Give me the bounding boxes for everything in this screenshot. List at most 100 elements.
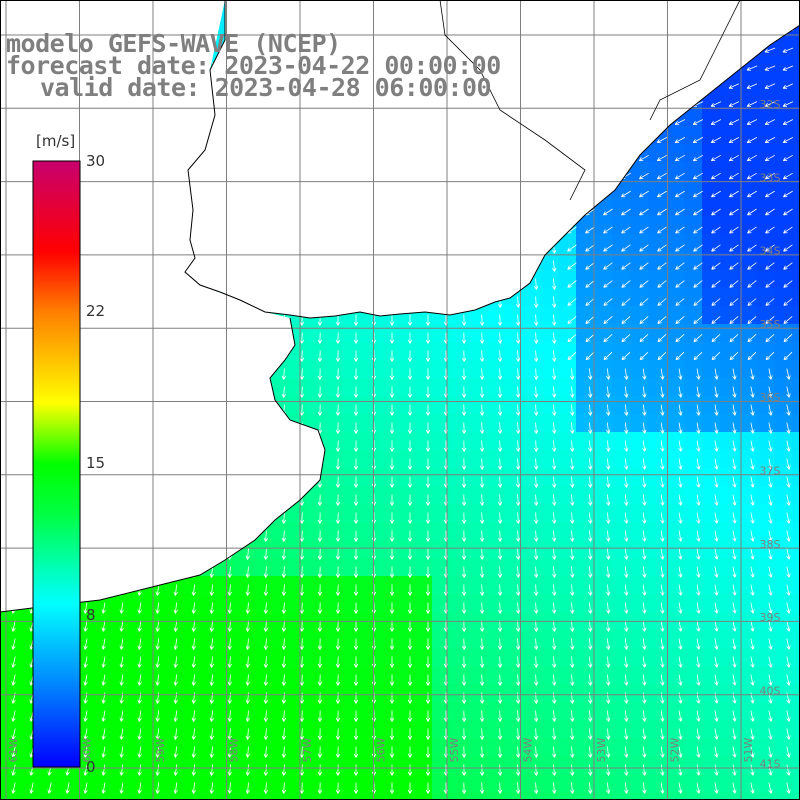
wind-arrow [425, 476, 431, 488]
field-cell [252, 756, 271, 775]
wind-arrow [585, 351, 595, 361]
wind-arrow [678, 674, 683, 686]
wind-arrow [588, 782, 593, 794]
lat-label: 36S [760, 391, 781, 404]
field-cell [648, 216, 667, 235]
field-cell [396, 774, 415, 793]
wind-arrow [657, 262, 667, 270]
field-cell [234, 774, 253, 793]
field-cell [90, 630, 109, 649]
wind-arrow [606, 512, 611, 524]
wind-arrow [660, 674, 665, 686]
field-cell [234, 666, 253, 685]
wind-arrow [389, 674, 395, 686]
wind-arrow [786, 620, 791, 632]
wind-arrow [389, 638, 395, 650]
field-cell [342, 666, 361, 685]
field-cell [396, 720, 415, 739]
wind-arrow [675, 280, 685, 288]
field-cell [468, 450, 487, 469]
field-cell [108, 648, 127, 667]
field-cell [774, 288, 793, 307]
wind-arrow [479, 386, 485, 398]
wind-arrow [191, 782, 196, 794]
wind-arrow [173, 638, 178, 650]
field-cell [270, 738, 289, 757]
field-cell [432, 774, 451, 793]
field-cell [342, 486, 361, 505]
wind-arrow [732, 782, 737, 794]
field-cell [666, 216, 685, 235]
field-cell [324, 468, 343, 487]
field-cell [126, 702, 145, 721]
field-cell [774, 144, 793, 163]
wind-arrow [732, 494, 737, 506]
wind-arrow [479, 368, 485, 380]
field-cell [792, 90, 800, 109]
wind-arrow [732, 638, 737, 650]
field-cell [396, 486, 415, 505]
field-cell [108, 738, 127, 757]
field-cell [414, 756, 433, 775]
wind-arrow [710, 137, 722, 143]
field-cell [792, 558, 800, 577]
wind-arrow [624, 548, 629, 560]
field-cell [216, 684, 235, 703]
field-cell [288, 558, 307, 577]
wind-arrow [567, 298, 577, 306]
field-cell [468, 486, 487, 505]
wind-arrow [624, 584, 629, 596]
wind-arrow [479, 764, 485, 776]
wind-arrow [570, 530, 575, 542]
lon-label: 53W [595, 737, 608, 762]
field-cell [306, 792, 325, 800]
wind-arrow [389, 782, 395, 794]
field-cell [342, 738, 361, 757]
field-cell [450, 468, 469, 487]
wind-arrow [786, 764, 791, 776]
field-cell [792, 324, 800, 343]
wind-arrow [765, 208, 775, 216]
wind-arrow [533, 746, 539, 758]
wind-arrow [227, 728, 232, 740]
wind-arrow [588, 566, 593, 578]
wind-arrow [515, 512, 521, 524]
field-cell [180, 702, 199, 721]
wind-arrow [533, 476, 539, 488]
wind-arrow [353, 440, 359, 452]
field-cell [360, 684, 379, 703]
field-cell [198, 684, 217, 703]
wind-arrow [674, 190, 685, 198]
field-cell [324, 684, 343, 703]
wind-arrow [552, 350, 557, 362]
field-cell [648, 162, 667, 181]
lon-label: 59W [154, 737, 167, 762]
field-cell [792, 684, 800, 703]
field-cell [306, 522, 325, 541]
field-cell [216, 594, 235, 613]
border-line [439, 0, 586, 201]
field-cell [630, 234, 649, 253]
field-cell [432, 720, 451, 739]
wind-arrow [624, 368, 629, 380]
wind-arrow [461, 314, 467, 326]
field-cell [468, 432, 487, 451]
wind-arrow [461, 548, 467, 560]
wind-arrow [692, 190, 703, 198]
field-cell [180, 684, 199, 703]
field-cell [432, 558, 451, 577]
wind-arrow [639, 298, 649, 306]
field-cell [414, 738, 433, 757]
field-cell [234, 594, 253, 613]
field-cell [504, 396, 523, 415]
wind-arrow [173, 674, 178, 686]
field-cell [792, 252, 800, 271]
model-title: modelo GEFS-WAVE (NCEP) [6, 29, 341, 58]
valid-date: valid date: 2023-04-28 06:00:00 [40, 73, 492, 102]
wind-arrow [335, 314, 341, 326]
wind-arrow [389, 548, 395, 560]
field-cell [648, 342, 667, 361]
field-cell [306, 666, 325, 685]
wind-arrow [173, 620, 178, 632]
wind-arrow [696, 764, 701, 776]
